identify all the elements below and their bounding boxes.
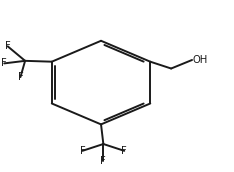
Text: F: F	[5, 41, 11, 51]
Text: F: F	[18, 72, 23, 82]
Text: F: F	[121, 146, 127, 156]
Text: OH: OH	[193, 55, 208, 65]
Text: F: F	[80, 146, 85, 156]
Text: F: F	[1, 58, 7, 68]
Text: F: F	[100, 156, 106, 166]
